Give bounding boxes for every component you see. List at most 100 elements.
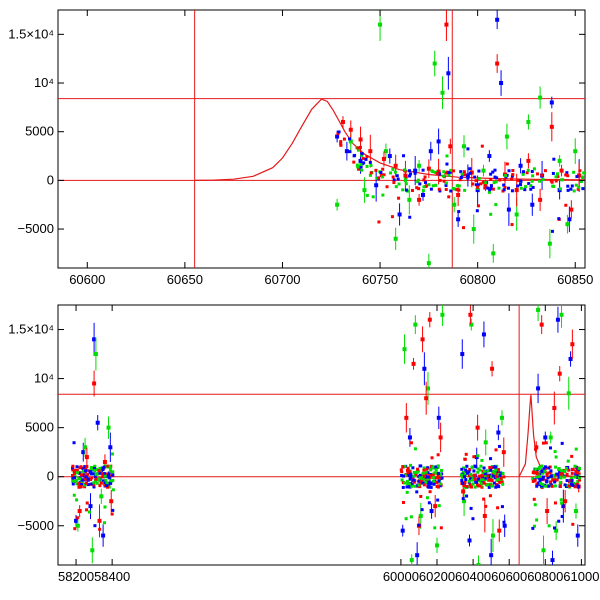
data-point (418, 513, 423, 518)
data-point (431, 465, 435, 469)
x-tick-label: 58200 (58, 569, 94, 584)
data-point (423, 474, 427, 478)
data-point (466, 147, 470, 151)
data-point (465, 173, 470, 178)
data-point (77, 485, 81, 489)
data-point (564, 173, 568, 177)
data-point (86, 473, 90, 477)
data-point (428, 467, 432, 471)
data-point (431, 473, 435, 477)
data-point (482, 466, 486, 470)
data-point (417, 523, 421, 527)
data-point (477, 169, 481, 173)
data-point (365, 155, 369, 159)
data-point (526, 168, 530, 172)
data-point (554, 179, 558, 183)
data-point (488, 466, 492, 470)
data-point (582, 171, 585, 175)
data-point (549, 100, 554, 105)
data-point (339, 140, 343, 144)
data-point (438, 435, 443, 440)
data-point (535, 472, 539, 476)
data-point (501, 482, 505, 486)
data-point (461, 144, 466, 149)
data-point (578, 478, 582, 482)
data-point (531, 471, 535, 475)
data-point (437, 187, 441, 191)
data-point (435, 543, 440, 548)
data-point (93, 464, 97, 468)
data-point (93, 479, 97, 483)
data-point (108, 466, 112, 470)
data-point (544, 484, 548, 488)
data-point (85, 501, 89, 505)
data-point (555, 317, 560, 322)
data-point (422, 483, 426, 487)
data-point (98, 471, 102, 475)
data-point (75, 465, 79, 469)
data-point (563, 483, 567, 487)
data-point (432, 482, 436, 486)
data-point (431, 170, 435, 174)
data-point (400, 470, 404, 474)
data-point (432, 480, 436, 484)
data-point (428, 149, 433, 154)
data-point (108, 469, 112, 473)
data-point (519, 186, 523, 190)
data-point (539, 481, 543, 485)
data-point (427, 317, 432, 322)
data-point (558, 187, 562, 191)
data-point (468, 312, 473, 317)
data-point (547, 484, 551, 488)
data-point (489, 184, 493, 188)
data-point (380, 175, 384, 179)
data-point (552, 184, 556, 188)
data-point (348, 127, 353, 132)
data-point (84, 466, 88, 470)
data-point (75, 523, 80, 528)
data-point (442, 179, 446, 183)
data-point (549, 474, 553, 478)
data-point (577, 173, 582, 178)
data-point (577, 185, 581, 189)
data-point (565, 472, 569, 476)
data-point (476, 204, 480, 208)
data-point (73, 476, 77, 480)
data-point (560, 441, 564, 445)
data-point (549, 469, 553, 473)
data-point (469, 322, 474, 327)
data-point (337, 130, 341, 134)
data-point (489, 187, 493, 191)
data-point (75, 468, 79, 472)
data-point (557, 467, 561, 471)
data-point (397, 182, 401, 186)
data-point (467, 473, 471, 477)
data-point (572, 170, 576, 174)
data-point (432, 476, 436, 480)
data-point (406, 466, 410, 470)
data-point (517, 179, 521, 183)
data-point (545, 479, 549, 483)
data-point (92, 466, 96, 470)
data-point (79, 485, 83, 489)
data-point (391, 175, 395, 179)
data-point (71, 464, 75, 468)
data-point (438, 189, 442, 193)
data-point (463, 173, 467, 177)
x-tick-label: 60850 (557, 272, 593, 287)
data-point (493, 168, 497, 172)
data-point (490, 475, 494, 479)
data-point (413, 447, 417, 451)
data-point (464, 452, 468, 456)
data-point (408, 172, 412, 176)
data-point (111, 470, 115, 474)
data-point (438, 473, 442, 477)
data-point (553, 484, 557, 488)
data-point (377, 176, 381, 180)
data-point (496, 430, 501, 435)
data-point (476, 454, 480, 458)
data-point (101, 475, 105, 479)
data-point (490, 533, 495, 538)
data-point (544, 441, 548, 445)
data-point (416, 467, 420, 471)
